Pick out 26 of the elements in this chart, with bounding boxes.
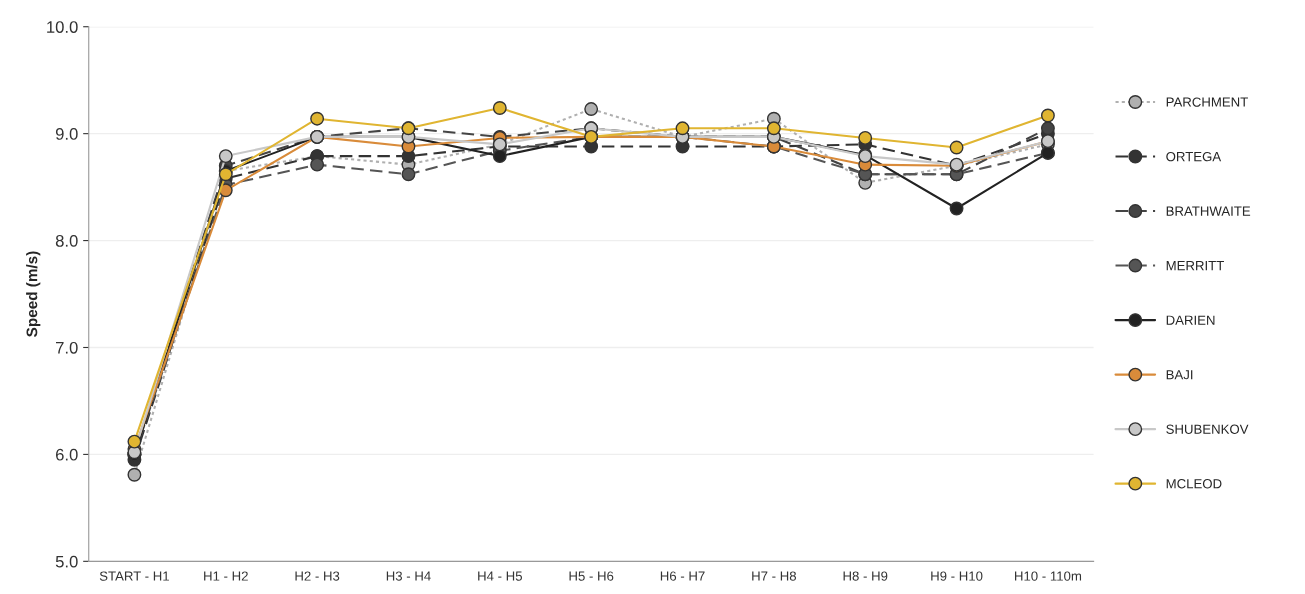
x-tick-label: H1 - H2 (204, 571, 248, 581)
y-axis-title: Speed (m/s) (26, 251, 41, 337)
x-tick-label: H4 - H5 (478, 571, 522, 581)
legend-label: ORTEGA (1166, 151, 1222, 162)
legend-label: MERRITT (1166, 261, 1224, 271)
legend-label: BAJI (1166, 370, 1193, 380)
legend-label: PARCHMENT (1166, 97, 1248, 107)
legend-label: BRATHWAITE (1166, 206, 1251, 216)
y-tick-label: 7.0 (56, 341, 78, 354)
y-tick-label: 10.0 (47, 21, 78, 33)
x-tick-label: H6 - H7 (660, 571, 705, 581)
legend-label: DARIEN (1166, 315, 1215, 325)
y-tick-label: 9.0 (55, 128, 78, 140)
y-tick-label: 8.0 (55, 234, 78, 247)
x-tick-label: H9 - H10 (931, 571, 983, 581)
x-tick-label: START - H1 (99, 571, 169, 581)
x-tick-label: H2 - H3 (295, 571, 340, 581)
x-tick-label: H5 - H6 (569, 571, 614, 581)
legend-label: SHUBENKOV (1166, 424, 1249, 434)
y-tick-label: 6.0 (56, 448, 78, 461)
x-tick-label: H8 - H9 (843, 571, 888, 581)
x-tick-label: H10 - 110m (1015, 571, 1082, 581)
y-tick-label: 5.0 (55, 555, 78, 568)
legend-label: MCLEOD (1166, 479, 1222, 489)
x-tick-label: H3 - H4 (386, 571, 431, 581)
x-tick-label: H7 - H8 (752, 571, 797, 581)
